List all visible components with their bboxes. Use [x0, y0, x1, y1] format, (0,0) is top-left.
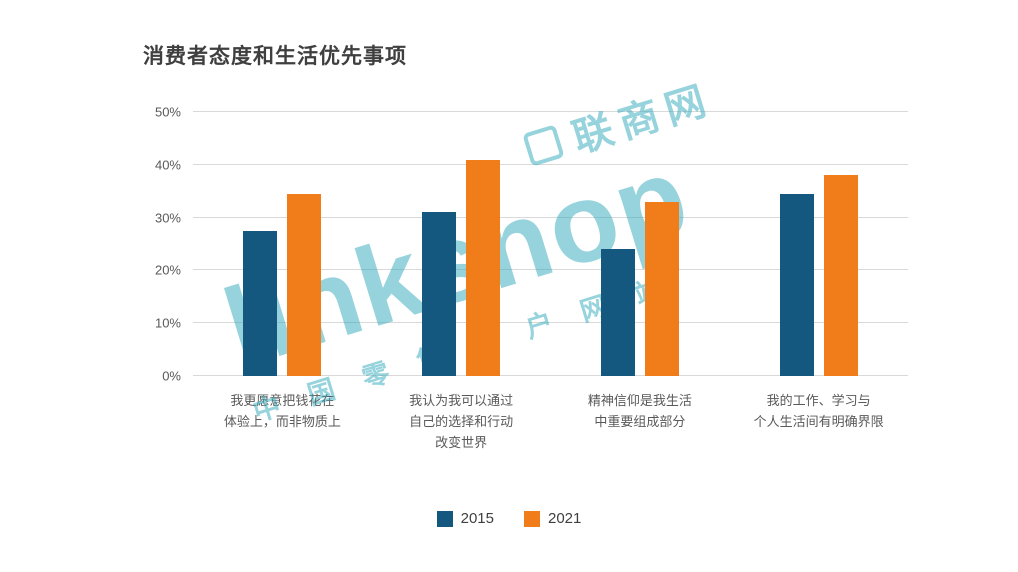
bar-chart: 0% 10% 20% 30% 40% 50% 我更愿意把钱花在 体验上，而非物质上 我认为我可… [145, 105, 908, 453]
category-label-line: 体验上，而非物质上 [223, 414, 341, 429]
legend-swatch [524, 510, 540, 527]
category-label-line: 我认为我可以通过 [409, 393, 514, 408]
bar-2021 [287, 193, 322, 376]
gridline [193, 111, 908, 112]
legend-item-2021: 2021 [524, 510, 581, 527]
category-label: 我的工作、学习与 个人生活间有明确界限 [729, 390, 908, 453]
gridline [193, 163, 908, 165]
gridline [193, 375, 908, 376]
category-label: 我更愿意把钱花在 体验上，而非物质上 [193, 390, 372, 453]
y-tick-label: 10% [154, 315, 181, 331]
bar-2021 [823, 175, 858, 376]
legend: 2015 2021 [0, 510, 1018, 527]
y-tick-label: 20% [154, 262, 181, 278]
category-label-line: 精神信仰是我生活 [587, 393, 692, 408]
bar-group [729, 112, 908, 376]
y-tick-label: 50% [154, 104, 181, 120]
y-tick-label: 40% [154, 157, 181, 173]
category-label-line: 中重要组成部分 [594, 414, 686, 429]
category-label-line: 我的工作、学习与 [766, 393, 871, 408]
bar-group [372, 112, 551, 376]
bar-2015 [600, 249, 635, 376]
category-label-line: 我更愿意把钱花在 [230, 393, 335, 408]
bar-group [551, 112, 730, 376]
y-tick-label: 30% [154, 210, 181, 226]
bar-2021 [466, 159, 501, 376]
gridline [193, 216, 908, 218]
bar-2021 [644, 201, 679, 376]
legend-item-2015: 2015 [436, 510, 494, 527]
category-label: 精神信仰是我生活 中重要组成部分 [551, 390, 730, 453]
legend-label: 2015 [460, 510, 494, 527]
bar-2015 [422, 212, 457, 376]
bar-2015 [779, 193, 814, 376]
gridline [193, 322, 908, 324]
category-labels: 我更愿意把钱花在 体验上，而非物质上 我认为我可以通过 自己的选择和行动 改变世界 精神信… [193, 376, 908, 453]
category-label: 我认为我可以通过 自己的选择和行动 改变世界 [372, 390, 551, 453]
legend-label: 2021 [548, 510, 582, 527]
y-tick-label: 0% [162, 368, 181, 384]
legend-swatch [436, 510, 453, 527]
category-label-line: 改变世界 [435, 435, 488, 450]
category-label-line: 自己的选择和行动 [409, 414, 514, 429]
y-axis: 0% 10% 20% 30% 40% 50% [145, 105, 193, 384]
category-label-line: 个人生活间有明确界限 [753, 414, 884, 429]
chart-title: 消费者态度和生活优先事项 [143, 45, 407, 68]
gridline [193, 269, 908, 271]
bar-2015 [243, 230, 278, 376]
bar-groups [193, 112, 908, 376]
bar-group [193, 112, 372, 376]
plot-area [193, 111, 908, 376]
